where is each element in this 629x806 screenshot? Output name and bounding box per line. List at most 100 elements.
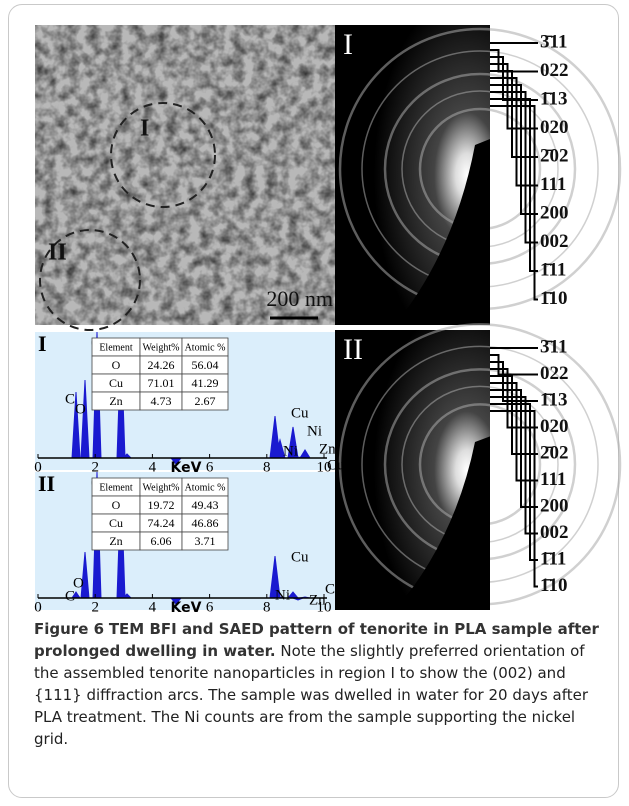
peak-label: Ni <box>307 423 322 439</box>
peak-label: C <box>65 391 75 407</box>
figure: I II 200 nm I 3̄110221̄130202̄02111200002… <box>34 25 622 615</box>
miller-index: 3̄11 <box>540 336 567 357</box>
miller-index: 3̄11 <box>540 31 567 52</box>
x-tick-label: 6 <box>206 459 214 475</box>
region-circle <box>39 229 141 331</box>
table-value: 41.29 <box>192 376 219 390</box>
x-tick-label: 4 <box>149 599 157 615</box>
table-header: Weight% <box>143 342 180 353</box>
miller-index: 2̄02 <box>540 442 569 463</box>
index-leader <box>490 368 538 429</box>
x-tick-label: 8 <box>263 459 271 475</box>
table-header: Element <box>99 342 133 353</box>
table-value: Zn <box>109 534 122 548</box>
peak-label: Cu <box>291 549 309 565</box>
panel-label: II <box>343 333 363 366</box>
miller-index: 022 <box>540 60 569 81</box>
table-header: Atomic % <box>185 482 226 493</box>
index-leader <box>490 361 538 402</box>
peak-label: Ni <box>275 587 290 603</box>
table-value: 3.71 <box>195 534 216 548</box>
x-tick-label: 2 <box>91 599 99 615</box>
miller-index: 1̄10 <box>540 288 567 309</box>
tem-texture <box>35 25 335 325</box>
x-tick-label: 8 <box>263 599 271 615</box>
beam-stop <box>395 139 490 325</box>
table-value: 4.73 <box>151 394 172 408</box>
miller-index: 2̄02 <box>540 145 569 166</box>
index-leader <box>490 91 538 244</box>
panel-label: I <box>343 28 353 61</box>
index-leader <box>490 382 538 482</box>
table-value: O <box>112 358 121 372</box>
peak-label: Ni <box>283 443 298 459</box>
index-leader <box>490 410 538 588</box>
miller-index: 020 <box>540 416 569 437</box>
index-leader <box>490 63 538 130</box>
caption-body: Note the slightly preferred orientation … <box>34 642 588 748</box>
table-cell <box>181 531 229 551</box>
miller-index: 200 <box>540 495 569 516</box>
miller-index: 020 <box>540 117 569 138</box>
miller-index: 002 <box>540 231 569 252</box>
x-tick-label: 10 <box>317 459 332 475</box>
table-value: 24.26 <box>148 358 175 372</box>
caption-label: Figure 6 <box>34 620 105 638</box>
figure-frame <box>8 4 619 798</box>
x-tick-label: 2 <box>91 459 99 475</box>
peak-label: C <box>65 588 75 604</box>
miller-index: 1̄13 <box>540 88 567 109</box>
miller-index: 1̄10 <box>540 575 567 596</box>
peak-label: Cu <box>325 581 343 597</box>
panel-label: I <box>38 331 47 356</box>
index-leader <box>490 49 538 73</box>
peak-label: Zn <box>319 441 336 457</box>
index-leader <box>490 396 538 535</box>
peak-label: O <box>73 575 84 591</box>
miller-index: 111 <box>540 469 566 490</box>
table-value: 46.86 <box>192 516 219 530</box>
x-tick-label: 0 <box>34 459 42 475</box>
region-label: II <box>48 240 67 266</box>
panel-label: II <box>38 471 55 496</box>
miller-index: 200 <box>540 202 569 223</box>
region-circle <box>110 102 216 208</box>
table-value: 56.04 <box>192 358 219 372</box>
table-value: O <box>112 498 121 512</box>
table-value: Zn <box>109 394 122 408</box>
x-axis-unit: KeV <box>171 600 202 615</box>
table-value: 71.01 <box>148 376 175 390</box>
x-tick-label: 10 <box>317 599 332 615</box>
miller-index: 111 <box>540 174 566 195</box>
miller-index: 022 <box>540 363 569 384</box>
peak-label: Cu <box>327 457 345 473</box>
miller-index: 1̄11 <box>540 548 566 569</box>
miller-index: 1̄13 <box>540 389 567 410</box>
caption: Figure 6 TEM BFI and SAED pattern of ten… <box>34 618 606 750</box>
index-leader <box>490 77 538 187</box>
miller-index: 002 <box>540 522 569 543</box>
table-value: 6.06 <box>151 534 172 548</box>
peak-label: O <box>75 401 86 417</box>
miller-index: 1̄11 <box>540 259 566 280</box>
table-value: 74.24 <box>148 516 175 530</box>
table-value: Cu <box>109 376 123 390</box>
peak-label: Cu <box>291 405 309 421</box>
index-leader <box>490 354 538 376</box>
index-leader <box>490 105 538 301</box>
region-label: I <box>140 116 149 142</box>
table-header: Element <box>99 482 133 493</box>
table-value: 19.72 <box>148 498 175 512</box>
scale-bar-label: 200 nm <box>266 286 333 311</box>
table-cell <box>181 391 229 411</box>
x-tick-label: 6 <box>206 599 214 615</box>
x-tick-label: 4 <box>149 459 157 475</box>
table-value: 2.67 <box>195 394 216 408</box>
table-value: Cu <box>109 516 123 530</box>
caption-title: TEM BFI and SAED pattern of tenorite in … <box>34 620 599 660</box>
x-tick-label: 0 <box>34 599 42 615</box>
table-header: Weight% <box>143 482 180 493</box>
table-header: Atomic % <box>185 342 226 353</box>
beam-stop <box>395 436 490 610</box>
